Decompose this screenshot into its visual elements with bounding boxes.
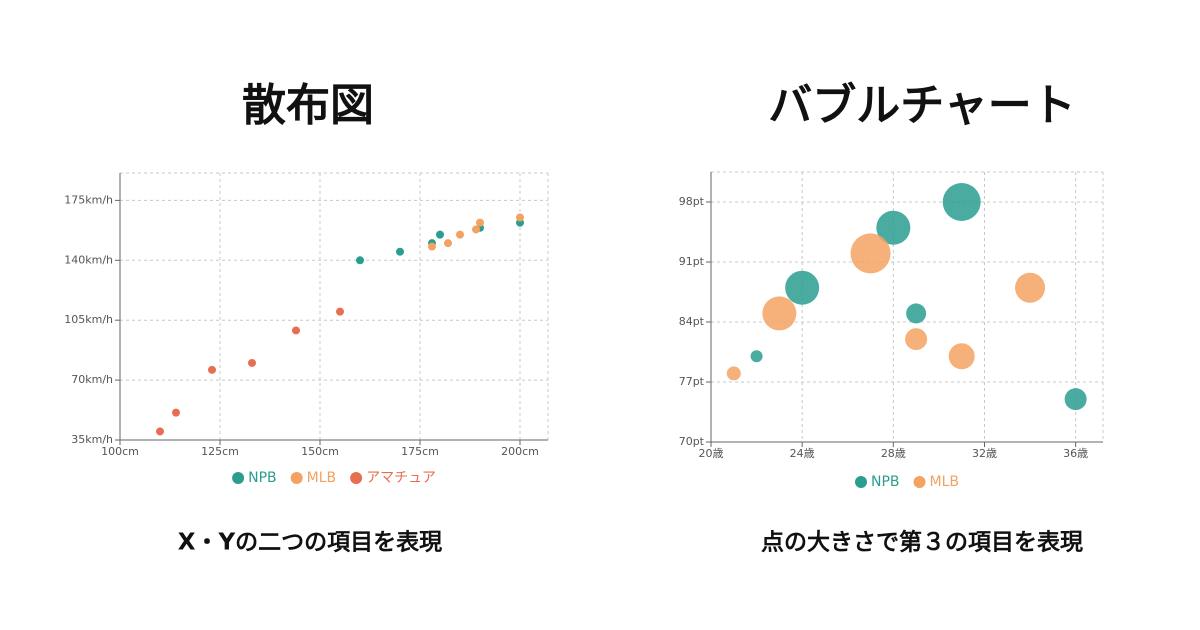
point	[516, 213, 524, 222]
legend: NPB MLB	[854, 474, 959, 490]
y-tick-label: 70km/h	[71, 373, 113, 386]
bubble	[850, 233, 891, 274]
chart-title: 散布図	[242, 80, 374, 131]
bubble	[876, 210, 911, 245]
bubble	[785, 270, 820, 305]
x-tick-label: 200cm	[501, 445, 539, 458]
legend-swatch	[913, 476, 926, 488]
point	[292, 326, 300, 335]
y-tick-label: 70pt	[679, 435, 705, 448]
legend: NPB MLB アマチュア	[232, 470, 436, 486]
x-tick-label: 100cm	[101, 445, 139, 458]
y-tick-label: 175km/h	[64, 193, 113, 206]
point	[156, 427, 164, 436]
x-tick-label: 24歳	[790, 447, 815, 460]
bubble	[726, 366, 741, 381]
legend-swatch	[290, 472, 303, 484]
legend-label: NPB	[248, 470, 277, 486]
point	[444, 239, 452, 248]
point	[208, 365, 216, 374]
legend-label: アマチュア	[366, 470, 436, 486]
bubble	[1064, 388, 1087, 411]
point	[396, 247, 404, 256]
y-tick-label: 105km/h	[64, 313, 113, 326]
point	[428, 242, 436, 251]
x-tick-label: 36歳	[1063, 447, 1088, 460]
legend-label: NPB	[871, 474, 900, 490]
y-tick-label: 91pt	[679, 255, 705, 268]
x-tick-label: 20歳	[699, 447, 724, 460]
legend-swatch	[232, 472, 245, 484]
legend-label: MLB	[930, 474, 959, 490]
point	[436, 230, 444, 239]
legend-swatch	[854, 476, 867, 488]
bubble	[762, 296, 797, 331]
x-tick-label: 125cm	[201, 445, 239, 458]
x-tick-label: 175cm	[401, 445, 439, 458]
point	[172, 408, 180, 417]
point	[336, 307, 344, 316]
y-tick-label: 77pt	[679, 375, 705, 388]
bubble	[905, 328, 928, 351]
y-tick-label: 84pt	[679, 315, 705, 328]
x-tick-label: 28歳	[881, 447, 906, 460]
bubble	[948, 343, 975, 370]
bubble	[942, 183, 981, 221]
y-tick-label: 98pt	[679, 195, 705, 208]
point	[248, 358, 256, 367]
point	[472, 225, 480, 234]
chart-caption: 点の大きさで第３の項目を表現	[761, 529, 1083, 556]
bubble	[906, 303, 927, 324]
x-tick-label: 150cm	[301, 445, 339, 458]
point	[356, 256, 364, 265]
legend-swatch	[350, 472, 363, 484]
point	[476, 218, 484, 227]
legend-label: MLB	[307, 470, 336, 486]
bubble	[1015, 272, 1046, 303]
x-tick-label: 32歳	[972, 447, 997, 460]
chart-title: バブルチャート	[768, 80, 1076, 131]
bubble	[750, 350, 763, 363]
point	[456, 230, 464, 239]
y-tick-label: 140km/h	[64, 253, 113, 266]
y-tick-label: 35km/h	[71, 433, 113, 446]
chart-caption: X・Yの二つの項目を表現	[178, 530, 442, 556]
